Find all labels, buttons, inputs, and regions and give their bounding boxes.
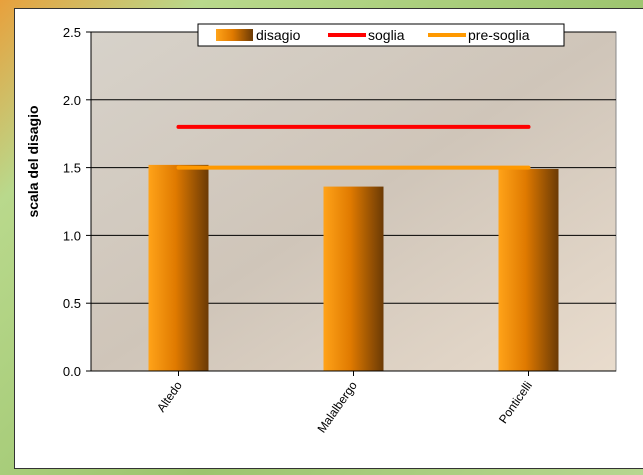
bar bbox=[498, 168, 559, 371]
bars bbox=[148, 164, 559, 371]
y-tick-label: 2.5 bbox=[63, 25, 81, 40]
x-tick-label: Malalbergo bbox=[314, 378, 360, 435]
legend-box bbox=[197, 23, 565, 47]
y-tick-label: 2.0 bbox=[63, 93, 81, 108]
legend-label: disagio bbox=[256, 27, 301, 43]
bar bbox=[148, 164, 209, 371]
bar bbox=[323, 186, 384, 371]
legend-swatch bbox=[216, 29, 253, 41]
threshold-lines bbox=[176, 124, 531, 170]
y-axis-title: scala del disagio bbox=[25, 105, 41, 217]
y-tick-label: 0.5 bbox=[63, 296, 81, 311]
y-tick-label: 0.0 bbox=[63, 364, 81, 379]
y-tick-label: 1.5 bbox=[63, 161, 81, 176]
legend-label: soglia bbox=[368, 27, 405, 43]
x-tick-label: Ponticelli bbox=[496, 379, 535, 426]
x-tick-label: Altedo bbox=[154, 378, 185, 414]
y-tick-label: 1.0 bbox=[63, 228, 81, 243]
legend: disagio soglia pre-soglia bbox=[197, 23, 565, 47]
y-axis-title-group: scala del disagio bbox=[25, 105, 41, 217]
legend-label: pre-soglia bbox=[468, 27, 530, 43]
